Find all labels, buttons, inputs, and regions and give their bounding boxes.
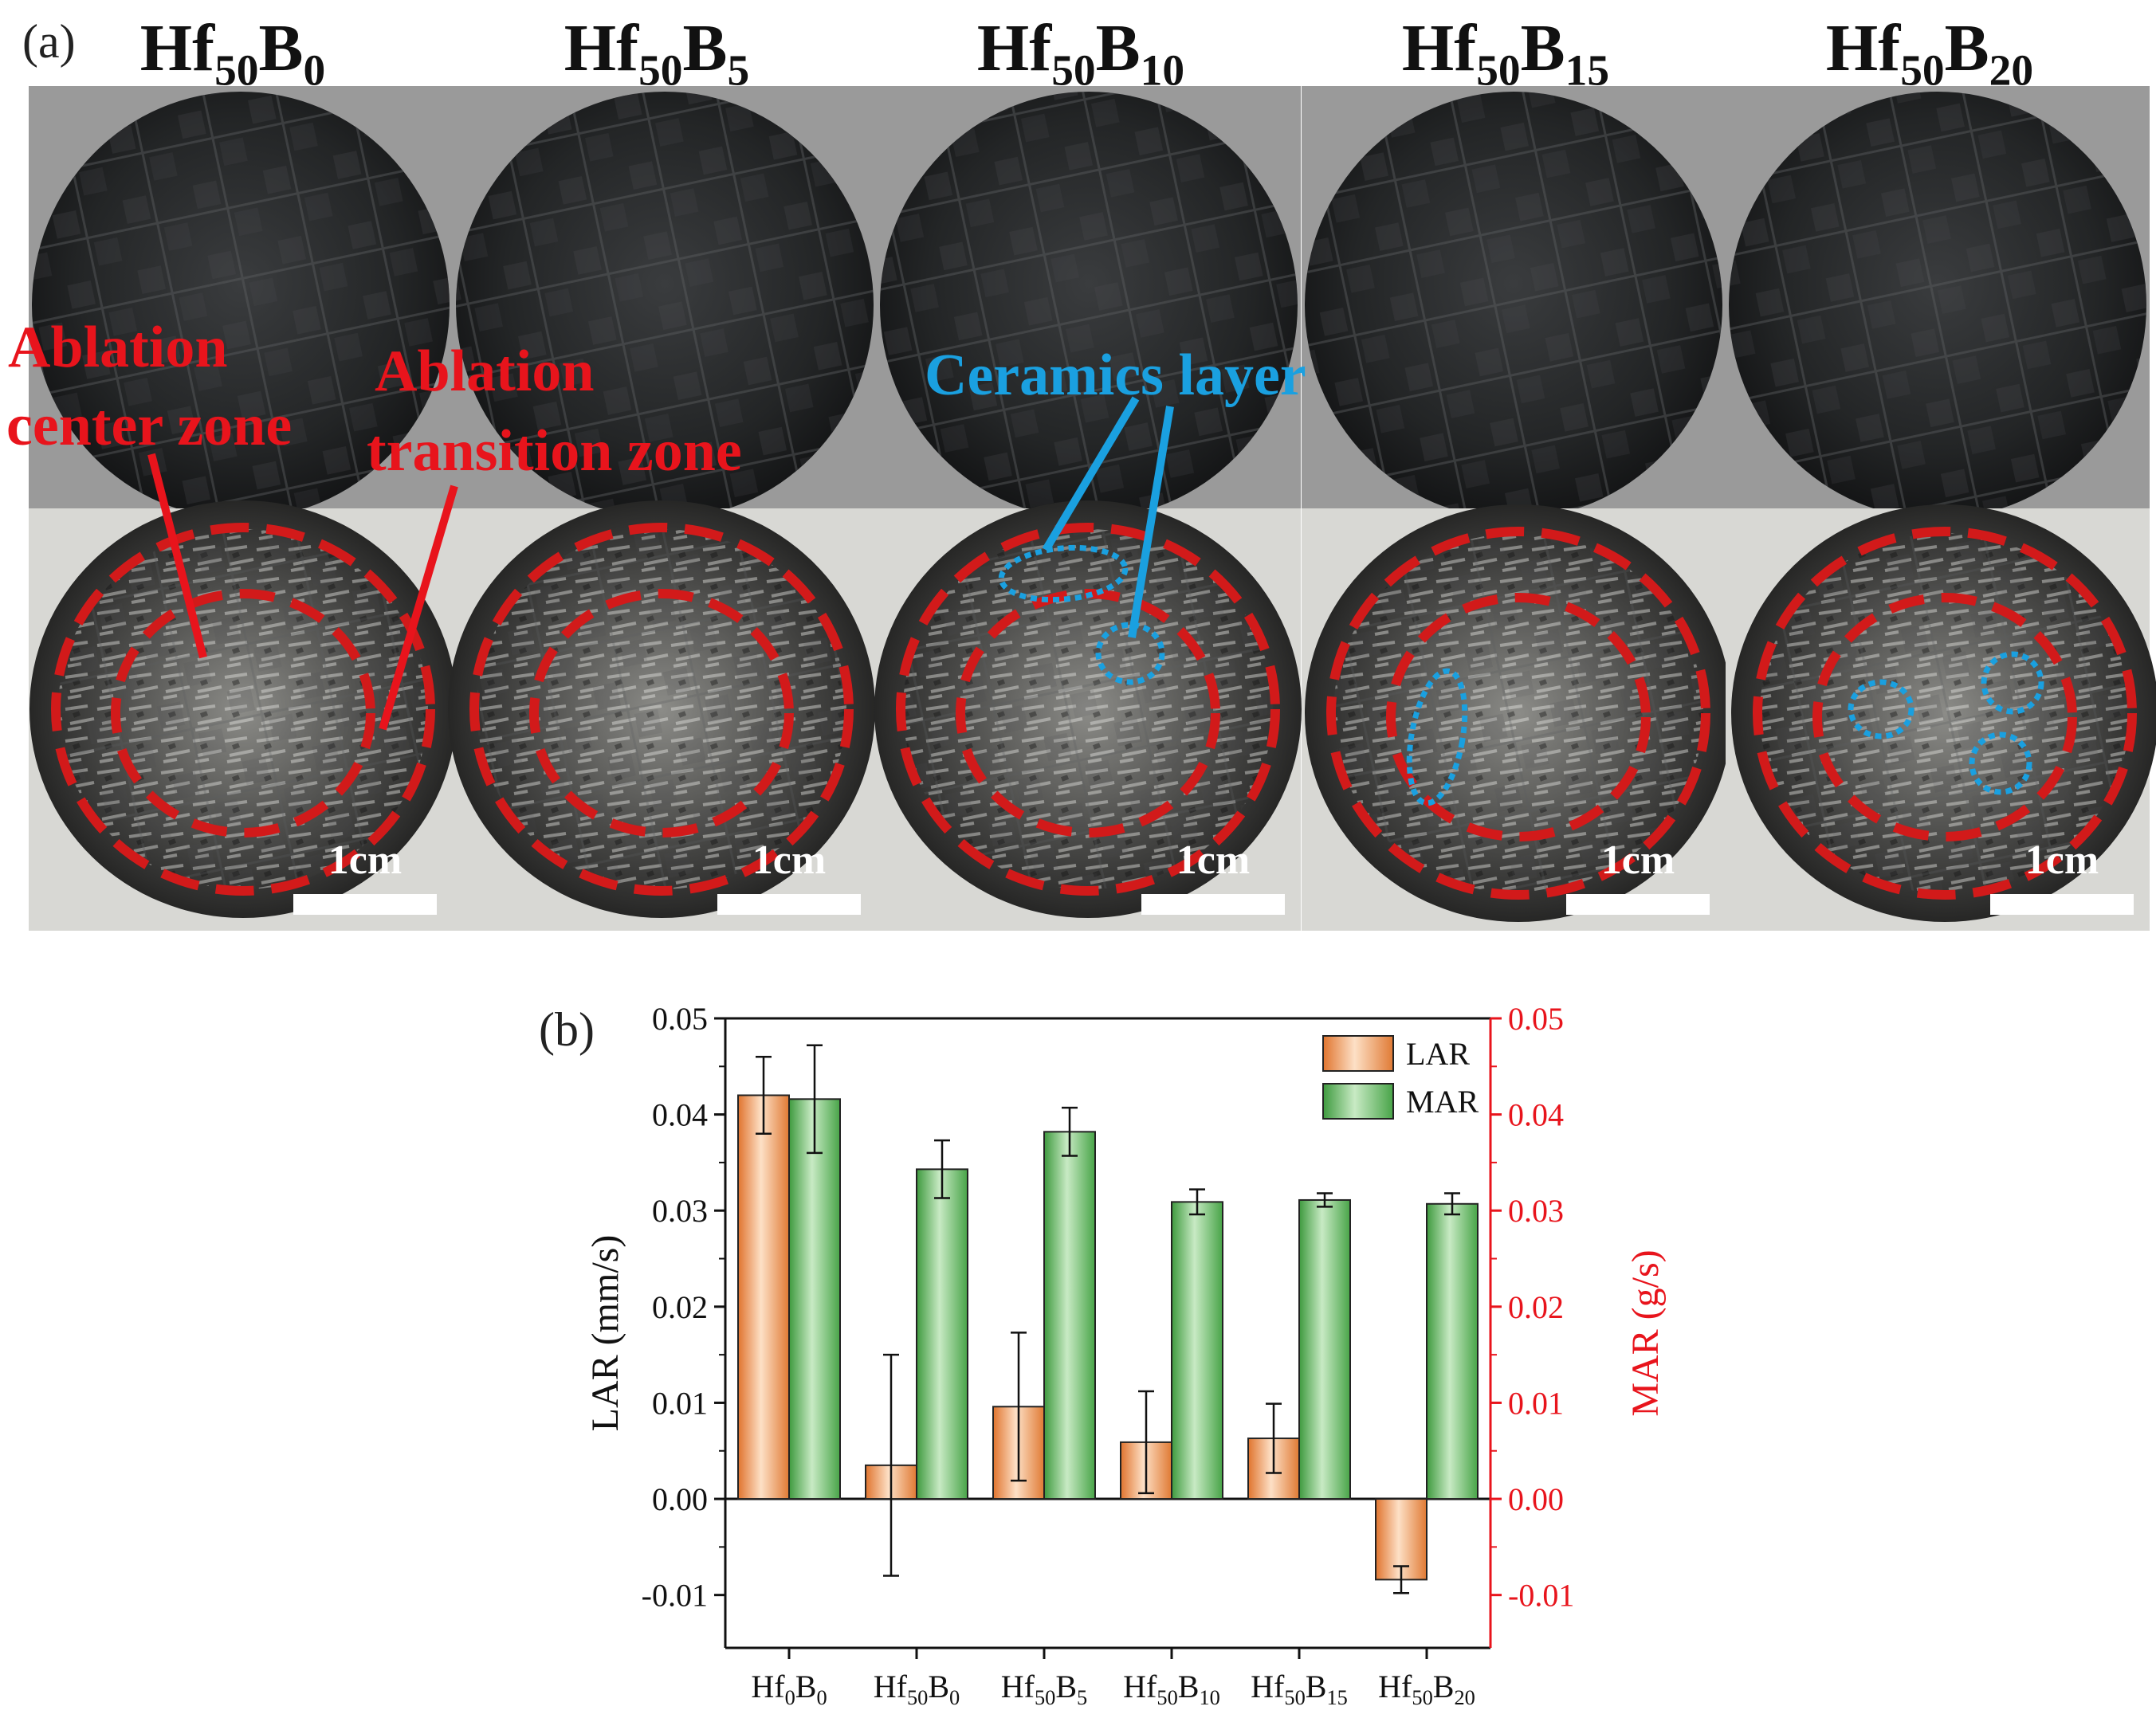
x-tick-label: Hf50B5 [1001,1669,1088,1709]
panel-b-label: (b) [539,1003,595,1056]
x-tick-label: Hf50B0 [874,1669,960,1709]
center-zone-pointer [147,453,207,659]
ceramics-pointer-2 [1128,406,1174,638]
transition-zone-circle [896,523,1280,896]
scale-bar-label: 1cm [1601,837,1675,883]
left-tick-label: 0.01 [652,1385,708,1421]
fiber-weave-texture [32,92,450,519]
x-tick-label: Hf50B15 [1251,1669,1348,1709]
center-zone-circle [1812,593,2077,841]
ceramics-layer-outline [1406,668,1468,806]
center-zone-circle [1386,593,1651,841]
legend-label-lar: LAR [1406,1036,1470,1072]
scale-bar-label: 1cm [752,837,826,883]
scale-bar [1141,894,1285,915]
scale-bar-label: 1cm [328,837,402,883]
bar-mar [1298,1198,1351,1500]
left-tick-label: 0.00 [652,1481,708,1517]
transition-zone-circle [469,523,854,896]
left-tick-label: 0.02 [652,1289,708,1325]
sample-column-5: 1cm [1726,86,2156,931]
right-tick-label: 0.00 [1508,1481,1564,1517]
panel-b-chart: (b) -0.01 -0.01 0.00 0.00 0.01 0.01 0.02 0.02 0.… [0,948,2156,1714]
center-zone-label-2: center zone [6,393,292,458]
sample-column-3: 1cm [874,86,1302,931]
ceramics-layer-outline [1848,679,1914,739]
y-axis-right-title: MAR (g/s) [1624,1249,1667,1416]
bar-lar [737,1094,790,1500]
right-tick-label: -0.01 [1508,1578,1574,1614]
sample-header: Hf50B5 [564,11,750,94]
ceramics-layer-outline [1981,651,2044,715]
ceramics-layer-outline [1969,732,2032,795]
ablation-rate-chart: (b) -0.01 -0.01 0.00 0.00 0.01 0.01 0.02 0.02 0.… [539,1001,1667,1709]
left-tick-label: 0.04 [652,1097,708,1133]
transition-zone-circle [51,523,435,896]
right-tick-label: 0.05 [1508,1001,1564,1037]
photo-grid: 1cm 1cm 1cm 1cm 1cm Hf50B0 Hf50B5 Hf50B10 Hf50B… [6,11,2156,931]
sample-header: Hf50B0 [140,11,326,94]
left-tick-label: -0.01 [642,1578,708,1614]
center-zone-label-1: Ablation [8,315,228,380]
sample-column-4: 1cm [1302,86,1732,931]
panel-a-photos: 1cm 1cm 1cm 1cm 1cm Hf50B0 Hf50B5 Hf50B10 Hf50B… [6,11,2156,931]
sample-header: Hf50B20 [1826,11,2033,94]
ceramics-layer-outline [1095,622,1165,685]
scale-bar [293,894,437,915]
sample-column-2: 1cm [448,86,877,931]
transition-zone-pointer [379,484,458,731]
fiber-weave-texture [1305,92,1722,519]
center-zone-circle [529,589,794,837]
legend-label-mar: MAR [1406,1084,1479,1120]
sample-header: Hf50B15 [1402,11,1609,94]
right-tick-label: 0.04 [1508,1097,1564,1133]
legend-swatch-mar [1322,1083,1394,1120]
right-tick-label: 0.01 [1508,1385,1564,1421]
left-tick-label: 0.03 [652,1193,708,1229]
bar-mar [1043,1131,1096,1500]
transition-zone-circle [1753,527,2137,900]
x-tick-label: Hf50B10 [1123,1669,1220,1709]
x-tick-label: Hf0B0 [751,1669,827,1709]
transition-zone-circle [1326,527,1710,900]
scale-bar-label: 1cm [2025,837,2099,883]
transition-zone-label-1: Ablation [375,339,595,404]
transition-zone-label-2: transition zone [367,418,742,484]
ceramics-pointer-1 [1042,396,1140,552]
scale-bar-label: 1cm [1176,837,1250,883]
fiber-weave-texture [1729,92,2146,519]
panel-a-label: (a) [22,15,76,68]
center-zone-circle [111,589,375,837]
bar-mar [788,1098,841,1500]
scale-bar [1566,894,1710,915]
sample-header: Hf50B10 [977,11,1184,94]
fiber-weave-texture [880,92,1298,519]
legend-swatch-lar [1322,1035,1394,1072]
bar-mar [1171,1201,1223,1500]
fiber-weave-texture [456,92,874,519]
x-tick-label: Hf50B20 [1378,1669,1475,1709]
sample-column-1: 1cm [29,86,457,931]
ceramics-layer-label: Ceramics layer [925,343,1306,408]
right-tick-label: 0.03 [1508,1193,1564,1229]
bar-mar [1426,1202,1479,1500]
right-tick-label: 0.02 [1508,1289,1564,1325]
scale-bar [1990,894,2134,915]
left-tick-label: 0.05 [652,1001,708,1037]
scale-bar [717,894,861,915]
bar-mar [916,1168,968,1500]
y-axis-left-title: LAR (mm/s) [584,1235,626,1432]
